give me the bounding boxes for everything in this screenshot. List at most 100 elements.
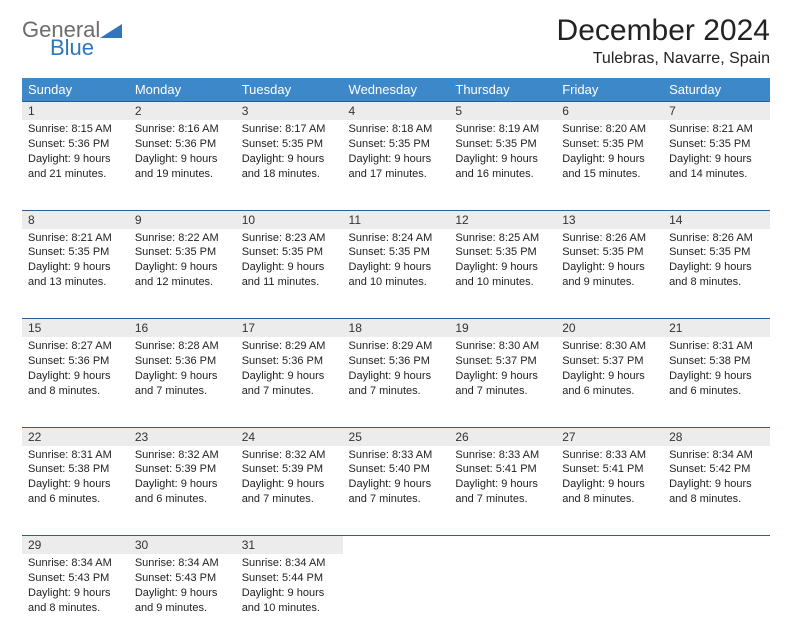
daylight-text: Daylight: 9 hours and 19 minutes.	[135, 152, 230, 182]
sunset-text: Sunset: 5:35 PM	[242, 137, 337, 152]
sunset-text: Sunset: 5:35 PM	[242, 245, 337, 260]
day-content-cell: Sunrise: 8:25 AMSunset: 5:35 PMDaylight:…	[449, 229, 556, 319]
week-number-row: 891011121314	[22, 210, 770, 229]
daylight-text: Daylight: 9 hours and 10 minutes.	[242, 586, 337, 616]
sunrise-text: Sunrise: 8:32 AM	[242, 448, 337, 463]
day-number-cell: 7	[663, 102, 770, 121]
sunrise-text: Sunrise: 8:30 AM	[562, 339, 657, 354]
sunset-text: Sunset: 5:35 PM	[455, 137, 550, 152]
day-number-cell	[449, 536, 556, 555]
daylight-text: Daylight: 9 hours and 7 minutes.	[455, 477, 550, 507]
day-number-cell: 13	[556, 210, 663, 229]
sunset-text: Sunset: 5:43 PM	[135, 571, 230, 586]
sunrise-text: Sunrise: 8:26 AM	[562, 231, 657, 246]
day-header: Saturday	[663, 78, 770, 102]
sunrise-text: Sunrise: 8:31 AM	[669, 339, 764, 354]
sunset-text: Sunset: 5:35 PM	[349, 137, 444, 152]
day-number-cell	[343, 536, 450, 555]
day-number-cell: 3	[236, 102, 343, 121]
day-content-cell: Sunrise: 8:29 AMSunset: 5:36 PMDaylight:…	[236, 337, 343, 427]
daylight-text: Daylight: 9 hours and 17 minutes.	[349, 152, 444, 182]
day-number-cell: 1	[22, 102, 129, 121]
daylight-text: Daylight: 9 hours and 18 minutes.	[242, 152, 337, 182]
week-content-row: Sunrise: 8:15 AMSunset: 5:36 PMDaylight:…	[22, 120, 770, 210]
sunrise-text: Sunrise: 8:34 AM	[669, 448, 764, 463]
sunrise-text: Sunrise: 8:32 AM	[135, 448, 230, 463]
sunset-text: Sunset: 5:36 PM	[242, 354, 337, 369]
week-content-row: Sunrise: 8:27 AMSunset: 5:36 PMDaylight:…	[22, 337, 770, 427]
daylight-text: Daylight: 9 hours and 7 minutes.	[349, 369, 444, 399]
sunset-text: Sunset: 5:36 PM	[135, 137, 230, 152]
daylight-text: Daylight: 9 hours and 8 minutes.	[669, 260, 764, 290]
sunrise-text: Sunrise: 8:17 AM	[242, 122, 337, 137]
day-number-cell: 12	[449, 210, 556, 229]
day-number-cell: 29	[22, 536, 129, 555]
sunrise-text: Sunrise: 8:22 AM	[135, 231, 230, 246]
daylight-text: Daylight: 9 hours and 7 minutes.	[135, 369, 230, 399]
day-content-cell	[449, 554, 556, 644]
sunrise-text: Sunrise: 8:33 AM	[349, 448, 444, 463]
day-number-cell: 16	[129, 319, 236, 338]
day-number-cell: 15	[22, 319, 129, 338]
sunset-text: Sunset: 5:36 PM	[28, 137, 123, 152]
day-content-cell: Sunrise: 8:16 AMSunset: 5:36 PMDaylight:…	[129, 120, 236, 210]
logo-triangle-icon	[100, 21, 122, 42]
daylight-text: Daylight: 9 hours and 11 minutes.	[242, 260, 337, 290]
day-content-cell: Sunrise: 8:21 AMSunset: 5:35 PMDaylight:…	[663, 120, 770, 210]
calendar-body: 1234567Sunrise: 8:15 AMSunset: 5:36 PMDa…	[22, 102, 770, 644]
day-number-cell: 26	[449, 427, 556, 446]
daylight-text: Daylight: 9 hours and 10 minutes.	[455, 260, 550, 290]
sunrise-text: Sunrise: 8:19 AM	[455, 122, 550, 137]
sunset-text: Sunset: 5:38 PM	[28, 462, 123, 477]
sunset-text: Sunset: 5:43 PM	[28, 571, 123, 586]
daylight-text: Daylight: 9 hours and 13 minutes.	[28, 260, 123, 290]
day-number-cell: 28	[663, 427, 770, 446]
day-number-cell: 17	[236, 319, 343, 338]
logo: General Blue	[22, 14, 122, 59]
day-content-cell	[663, 554, 770, 644]
day-number-cell: 27	[556, 427, 663, 446]
daylight-text: Daylight: 9 hours and 7 minutes.	[242, 369, 337, 399]
sunset-text: Sunset: 5:42 PM	[669, 462, 764, 477]
day-content-cell: Sunrise: 8:32 AMSunset: 5:39 PMDaylight:…	[129, 446, 236, 536]
day-content-cell: Sunrise: 8:15 AMSunset: 5:36 PMDaylight:…	[22, 120, 129, 210]
day-number-cell: 2	[129, 102, 236, 121]
sunrise-text: Sunrise: 8:29 AM	[242, 339, 337, 354]
daylight-text: Daylight: 9 hours and 9 minutes.	[562, 260, 657, 290]
sunrise-text: Sunrise: 8:24 AM	[349, 231, 444, 246]
day-header: Thursday	[449, 78, 556, 102]
sunrise-text: Sunrise: 8:21 AM	[669, 122, 764, 137]
sunrise-text: Sunrise: 8:26 AM	[669, 231, 764, 246]
day-number-cell: 19	[449, 319, 556, 338]
sunrise-text: Sunrise: 8:34 AM	[135, 556, 230, 571]
day-content-cell: Sunrise: 8:29 AMSunset: 5:36 PMDaylight:…	[343, 337, 450, 427]
day-content-cell: Sunrise: 8:21 AMSunset: 5:35 PMDaylight:…	[22, 229, 129, 319]
day-content-cell: Sunrise: 8:31 AMSunset: 5:38 PMDaylight:…	[663, 337, 770, 427]
sunrise-text: Sunrise: 8:16 AM	[135, 122, 230, 137]
sunset-text: Sunset: 5:39 PM	[135, 462, 230, 477]
day-content-cell: Sunrise: 8:27 AMSunset: 5:36 PMDaylight:…	[22, 337, 129, 427]
day-content-cell: Sunrise: 8:24 AMSunset: 5:35 PMDaylight:…	[343, 229, 450, 319]
sunrise-text: Sunrise: 8:31 AM	[28, 448, 123, 463]
sunrise-text: Sunrise: 8:27 AM	[28, 339, 123, 354]
location: Tulebras, Navarre, Spain	[557, 50, 770, 68]
sunset-text: Sunset: 5:37 PM	[455, 354, 550, 369]
week-number-row: 1234567	[22, 102, 770, 121]
daylight-text: Daylight: 9 hours and 9 minutes.	[135, 586, 230, 616]
day-content-cell: Sunrise: 8:26 AMSunset: 5:35 PMDaylight:…	[556, 229, 663, 319]
day-content-cell	[343, 554, 450, 644]
sunset-text: Sunset: 5:35 PM	[562, 137, 657, 152]
daylight-text: Daylight: 9 hours and 14 minutes.	[669, 152, 764, 182]
day-content-cell: Sunrise: 8:33 AMSunset: 5:41 PMDaylight:…	[449, 446, 556, 536]
day-number-cell: 22	[22, 427, 129, 446]
month-title: December 2024	[557, 14, 770, 48]
week-content-row: Sunrise: 8:34 AMSunset: 5:43 PMDaylight:…	[22, 554, 770, 644]
sunset-text: Sunset: 5:35 PM	[562, 245, 657, 260]
day-content-cell: Sunrise: 8:31 AMSunset: 5:38 PMDaylight:…	[22, 446, 129, 536]
week-number-row: 293031	[22, 536, 770, 555]
day-content-cell: Sunrise: 8:34 AMSunset: 5:44 PMDaylight:…	[236, 554, 343, 644]
week-number-row: 15161718192021	[22, 319, 770, 338]
sunset-text: Sunset: 5:39 PM	[242, 462, 337, 477]
sunset-text: Sunset: 5:35 PM	[28, 245, 123, 260]
sunrise-text: Sunrise: 8:15 AM	[28, 122, 123, 137]
